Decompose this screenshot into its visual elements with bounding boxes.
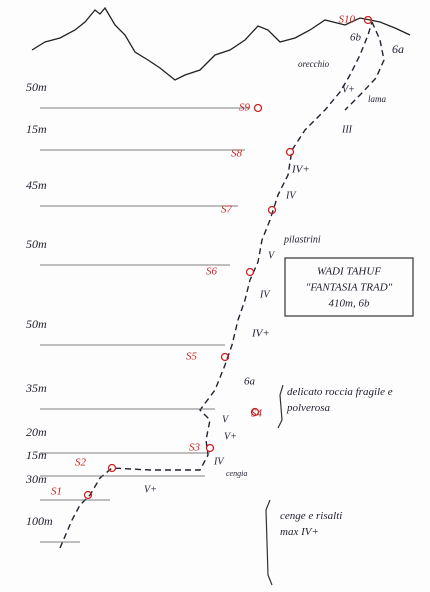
route-label: V [268,250,276,261]
route-label: IV+ [291,164,310,176]
pitch-length: 30m [25,472,47,486]
pitch-length: 50m [26,317,47,331]
belay [363,15,373,25]
belay-label: S3 [189,442,201,454]
belay-label: S5 [186,351,198,363]
title-line: WADI TAHUF [317,266,381,278]
route-label: IV+ [251,328,270,340]
belay [253,103,263,113]
title-frame [284,257,414,317]
route-label: V+ [342,84,355,95]
route-label: orecchio [298,59,330,69]
belay [285,147,295,157]
route-label: III [341,124,353,135]
belay-label: S4 [251,408,263,420]
belay [83,490,93,500]
belay [267,205,277,215]
route-label: V [222,414,230,425]
belay-label: S9 [239,102,251,114]
belay [245,267,255,277]
belay [205,443,215,453]
belay [107,463,117,473]
bracket [277,384,284,429]
belay-label: S2 [75,457,87,469]
pitch-length: 100m [26,514,53,528]
route-label: V+ [144,484,157,495]
title-line: 410m, 6b [329,298,370,310]
bracket [265,499,273,586]
pitch-length: 50m [26,80,47,94]
pitch-length: 50m [26,237,47,251]
mountain-outline [31,6,411,81]
route-label: IV [285,190,297,201]
belay-label: S6 [206,266,218,278]
pitch-length: 15m [26,122,47,136]
title-line: "FANTASIA TRAD" [306,282,393,294]
pitch-length: 45m [26,178,47,192]
route-label: lama [368,94,387,104]
pitch-length: 35m [25,381,47,395]
route-line [59,21,373,549]
route-label: pilastrini [283,234,321,245]
note: delicato roccia fragile e polverosa [286,386,393,414]
route-label: cengia [226,469,247,478]
belay-label: S8 [231,148,243,160]
note: cenge e risalti max IV+ [280,510,342,538]
belay [250,407,260,417]
route-label: IV [213,456,225,467]
route-label: 6a [244,376,256,388]
route-label: 6a [392,42,404,56]
route-label: 6b [350,32,362,44]
route-label: IV [259,289,271,300]
belay-label: S10 [339,14,356,26]
route-label: V+ [224,431,237,442]
pitch-length: 20m [26,425,47,439]
belay-label: S1 [51,486,62,498]
belay-label: S7 [221,204,233,216]
belay [220,352,230,362]
pitch-length: 15m [26,448,47,462]
